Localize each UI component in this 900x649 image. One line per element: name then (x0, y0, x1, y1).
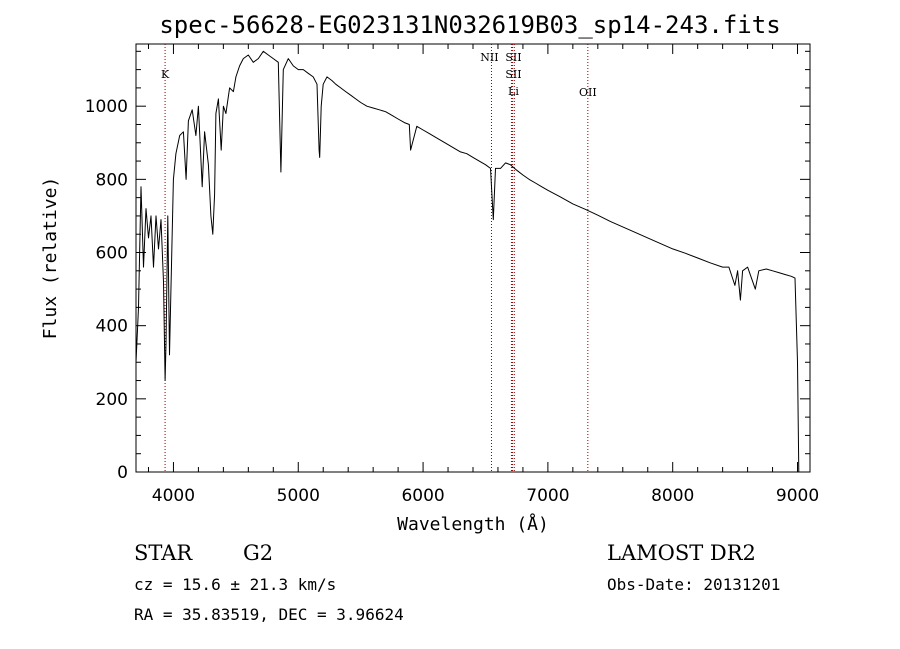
x-tick-label: 7000 (526, 486, 569, 506)
series-layer (135, 50, 800, 473)
spectral-line-label: OII (579, 86, 597, 99)
survey-name: LAMOST DR2 (607, 541, 756, 565)
chart-title: spec-56628-EG023131N032619B03_sp14-243.f… (159, 11, 780, 39)
y-tick-label: 200 (96, 390, 128, 410)
y-tick-label: 1000 (85, 97, 128, 117)
x-axis-label: Wavelength (Å) (397, 513, 549, 535)
axis-ticks: 4000 5000 6000 7000 8000 9000 0 200 400 600 800 100… (85, 44, 819, 506)
x-tick-label: 8000 (651, 486, 694, 506)
x-tick-label: 4000 (152, 486, 195, 506)
observation-date: Obs-Date: 20131201 (607, 575, 780, 594)
object-class: STAR (134, 541, 193, 565)
x-tick-label: 9000 (776, 486, 819, 506)
plot-frame (135, 43, 811, 473)
spectral-line-markers: K NII SII SII Li OII (161, 44, 597, 472)
spectral-line-label: Li (508, 85, 519, 98)
redshift-velocity: cz = 15.6 ± 21.3 km/s (134, 575, 336, 594)
spectral-line-label: SII (505, 68, 521, 81)
spectrum-series-line (135, 50, 800, 473)
spectral-line-label: NII (480, 51, 498, 64)
x-tick-label: 5000 (277, 486, 320, 506)
coordinates: RA = 35.83519, DEC = 3.96624 (134, 605, 404, 624)
spectral-line-label: K (161, 68, 170, 81)
y-tick-label: 800 (96, 170, 128, 190)
y-tick-label: 600 (96, 244, 128, 264)
object-subclass: G2 (243, 541, 273, 565)
x-tick-label: 6000 (401, 486, 444, 506)
y-tick-label: 400 (96, 317, 128, 337)
spectral-line-label: SII (505, 51, 521, 64)
y-axis-label: Flux (relative) (40, 177, 61, 340)
y-tick-label: 0 (117, 463, 128, 483)
